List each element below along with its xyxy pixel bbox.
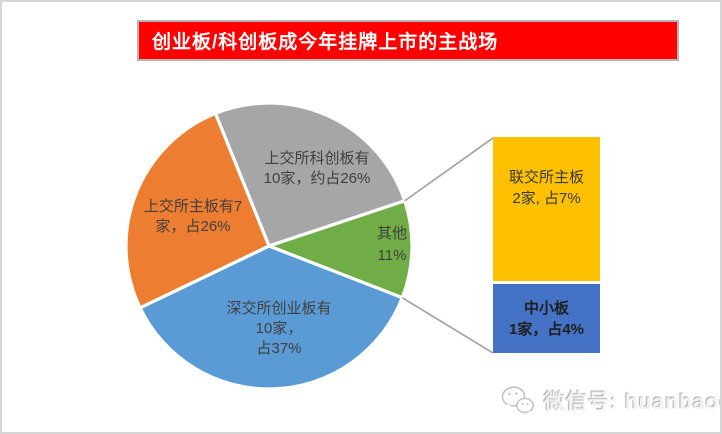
watermark-text: 微信号: huanbaoq	[544, 391, 722, 414]
wechat-icon	[501, 386, 534, 415]
breakdown-bar-hkex-main: 联交所主板 2家, 占7%	[493, 137, 600, 281]
breakdown-bar-sme-board: 中小板 1家，占4%	[493, 284, 600, 353]
watermark: 微信号: huanbaoq	[500, 383, 722, 419]
pie-slice-其他	[267, 199, 414, 300]
pie-slice-上交所科创板	[213, 101, 407, 248]
pie-slice-上交所主板	[124, 111, 271, 310]
connector-line-top	[404, 137, 494, 202]
connector-line-bottom	[401, 296, 494, 354]
pie-slice-深交所创业板	[138, 244, 404, 391]
title-banner: 创业板/科创板成今年挂牌上市的主战场	[137, 20, 679, 61]
chart-title: 创业板/科创板成今年挂牌上市的主战场	[152, 32, 499, 53]
